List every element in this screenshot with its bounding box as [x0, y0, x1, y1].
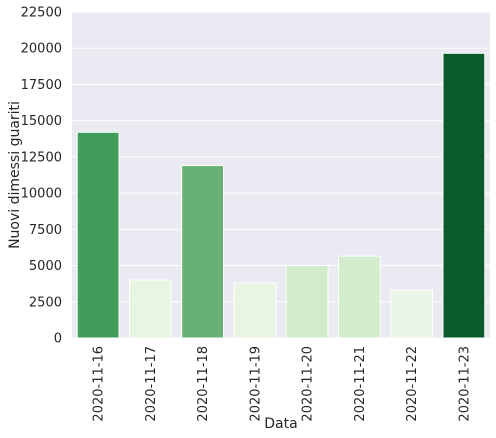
bar-2020-11-21: [337, 255, 381, 339]
y-tick-label: 12500: [21, 150, 62, 165]
y-tick-label: 10000: [21, 187, 62, 202]
y-tick-label: 15000: [21, 114, 62, 129]
x-tick-label: 2020-11-23: [457, 346, 472, 422]
x-axis-ticks: 2020-11-16 2020-11-17 2020-11-18 2020-11-19…: [92, 346, 473, 422]
x-axis-label: Data: [264, 416, 297, 432]
bar-2020-11-16: [76, 131, 120, 339]
x-tick-label: 2020-11-17: [144, 346, 159, 422]
y-tick-label: 7500: [29, 223, 62, 238]
bar-2020-11-20: [285, 265, 329, 339]
bars: [76, 52, 486, 339]
bar-2020-11-22: [390, 289, 434, 339]
y-tick-label: 2500: [29, 295, 62, 310]
x-tick-label: 2020-11-21: [353, 346, 368, 422]
bar-2020-11-19: [233, 282, 277, 339]
x-tick-label: 2020-11-22: [405, 346, 420, 422]
x-tick-label: 2020-11-19: [248, 346, 263, 422]
x-tick-label: 2020-11-16: [92, 346, 107, 422]
bar-2020-11-18: [181, 165, 225, 339]
y-tick-label: 22500: [21, 6, 62, 21]
y-tick-label: 20000: [21, 42, 62, 57]
x-tick-label: 2020-11-20: [301, 346, 316, 422]
y-axis-ticks: 0 2500 5000 7500 10000 12500 15000 17500 20000 22…: [21, 6, 62, 347]
y-axis-label: Nuovi dimessi guariti: [7, 101, 23, 249]
y-tick-label: 5000: [29, 259, 62, 274]
bar-2020-11-23: [442, 52, 486, 339]
gridlines: [72, 11, 490, 339]
x-tick-label: 2020-11-18: [196, 346, 211, 422]
y-tick-label: 17500: [21, 78, 62, 93]
y-tick-label: 0: [54, 332, 62, 347]
bar-2020-11-17: [128, 279, 172, 339]
